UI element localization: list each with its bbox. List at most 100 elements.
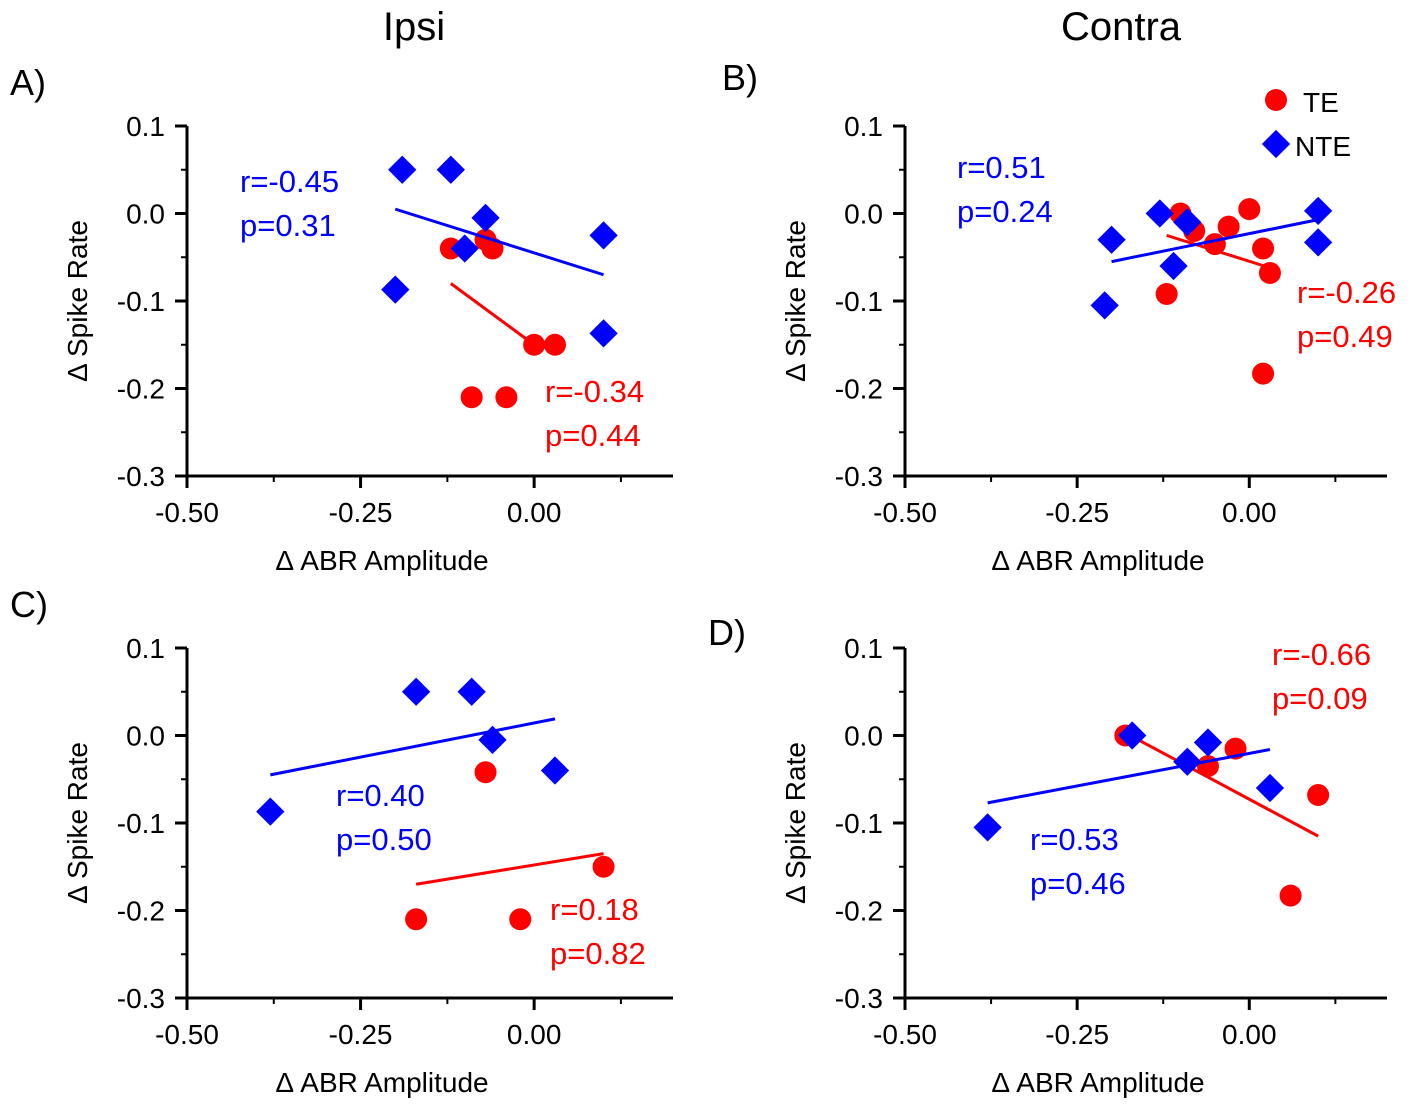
nte-point <box>1145 199 1174 228</box>
column-title-contra: Contra <box>1061 5 1182 49</box>
nte-fit-line <box>1111 218 1319 264</box>
x-tick-label: -0.25 <box>1045 497 1109 528</box>
nte-p-value: p=0.31 <box>240 208 336 243</box>
y-tick-label: 0.1 <box>844 111 883 142</box>
nte-point <box>436 155 465 184</box>
y-axis-label: Δ Spike Rate <box>780 220 811 382</box>
nte-point <box>1255 773 1285 803</box>
y-tick-label: -0.1 <box>835 808 883 839</box>
te-p-value: p=0.09 <box>1272 681 1368 716</box>
te-point <box>509 908 532 931</box>
te-fit-line <box>415 852 604 886</box>
nte-p-value: p=0.50 <box>336 822 432 857</box>
y-tick-label: 0.0 <box>844 199 883 230</box>
y-axis-label: Δ Spike Rate <box>62 220 93 382</box>
nte-point <box>388 155 417 184</box>
nte-fit-line <box>987 748 1271 805</box>
y-axis-label: Δ Spike Rate <box>780 742 811 904</box>
panel-label: B) <box>722 57 758 98</box>
panel-label: D) <box>708 612 746 653</box>
x-axis-label: Δ ABR Amplitude <box>275 545 488 576</box>
nte-point <box>589 319 618 348</box>
x-tick-label: -0.50 <box>155 1019 219 1050</box>
x-axis-label: Δ ABR Amplitude <box>991 1067 1204 1098</box>
y-tick-label: -0.3 <box>117 983 165 1014</box>
y-tick-label: 0.0 <box>844 721 883 752</box>
te-r-value: r=-0.26 <box>1297 275 1396 310</box>
y-tick-label: 0.0 <box>126 721 165 752</box>
y-tick-label: -0.3 <box>835 461 883 492</box>
te-point <box>474 761 497 784</box>
te-point <box>1279 884 1302 907</box>
nte-r-value: r=0.53 <box>1030 822 1119 857</box>
nte-fit-line <box>270 717 556 777</box>
te-r-value: r=-0.34 <box>545 374 644 409</box>
panel-c: C) 0.1 0.0 -0.1 -0.2 -0.3 -0.50 -0.25 0.00 Δ ABR … <box>10 584 673 1098</box>
x-tick-label: 0.00 <box>1222 1019 1277 1050</box>
te-point <box>523 333 546 356</box>
te-point <box>1307 784 1330 806</box>
x-tick-label: -0.25 <box>329 1019 393 1050</box>
panel-label: C) <box>10 584 48 625</box>
nte-point <box>471 203 500 233</box>
nte-point <box>540 756 570 785</box>
nte-point <box>1304 196 1333 226</box>
te-point <box>1238 198 1261 221</box>
te-point <box>543 333 566 356</box>
legend-te-marker <box>1265 89 1287 111</box>
x-tick-label: 0.00 <box>507 497 562 528</box>
legend: TE NTE <box>1261 87 1351 162</box>
x-axis-label: Δ ABR Amplitude <box>275 1067 488 1098</box>
y-tick-label: -0.2 <box>117 896 165 927</box>
te-r-value: r=0.18 <box>550 892 639 927</box>
te-fit-line <box>1124 731 1319 838</box>
y-tick-label: 0.1 <box>126 633 165 664</box>
y-tick-label: 0.1 <box>844 633 883 664</box>
x-tick-label: -0.50 <box>873 1019 937 1050</box>
legend-nte-label: NTE <box>1295 131 1351 162</box>
nte-point <box>1118 721 1147 750</box>
nte-p-value: p=0.46 <box>1030 866 1126 901</box>
te-p-value: p=0.44 <box>545 418 641 453</box>
nte-point <box>589 221 618 250</box>
x-tick-label: -0.50 <box>155 497 219 528</box>
y-tick-label: 0.1 <box>126 111 165 142</box>
legend-te-label: TE <box>1303 87 1339 118</box>
te-r-value: r=-0.66 <box>1272 637 1371 672</box>
nte-r-value: r=0.51 <box>957 150 1046 185</box>
x-tick-label: -0.50 <box>873 497 937 528</box>
nte-point <box>1097 225 1126 254</box>
y-tick-label: -0.1 <box>117 286 165 317</box>
nte-r-value: r=-0.45 <box>240 164 339 199</box>
te-point <box>1203 233 1226 256</box>
nte-r-value: r=0.40 <box>336 778 425 813</box>
y-tick-label: -0.1 <box>835 286 883 317</box>
nte-point <box>457 677 486 706</box>
nte-point <box>973 813 1002 842</box>
nte-point <box>1304 228 1333 257</box>
te-p-value: p=0.82 <box>550 936 646 971</box>
nte-point <box>1090 291 1119 320</box>
y-tick-label: -0.3 <box>117 461 165 492</box>
nte-fit-line <box>394 207 605 277</box>
te-fit-line <box>449 282 536 346</box>
nte-p-value: p=0.24 <box>957 194 1053 229</box>
legend-nte-marker <box>1261 129 1291 159</box>
nte-point <box>381 275 410 304</box>
panel-d: D) 0.1 0.0 -0.1 -0.2 -0.3 -0.50 -0.25 0.00 Δ ABR … <box>708 612 1387 1098</box>
nte-point <box>401 677 431 706</box>
te-point <box>460 386 483 409</box>
te-point <box>495 386 518 409</box>
te-point <box>1258 262 1281 284</box>
y-tick-label: -0.2 <box>117 374 165 405</box>
nte-point <box>1173 208 1202 237</box>
te-p-value: p=0.49 <box>1297 319 1393 354</box>
nte-point <box>1173 747 1202 776</box>
y-axis-label: Δ Spike Rate <box>62 742 93 904</box>
x-axis-label: Δ ABR Amplitude <box>991 545 1204 576</box>
te-point <box>405 908 428 931</box>
panel-a: A) 0.1 0.0 -0.1 -0.2 -0.3 -0.50 -0.25 0.00 Δ ABR … <box>10 62 673 576</box>
y-tick-label: -0.3 <box>835 983 883 1014</box>
x-tick-label: -0.25 <box>1045 1019 1109 1050</box>
